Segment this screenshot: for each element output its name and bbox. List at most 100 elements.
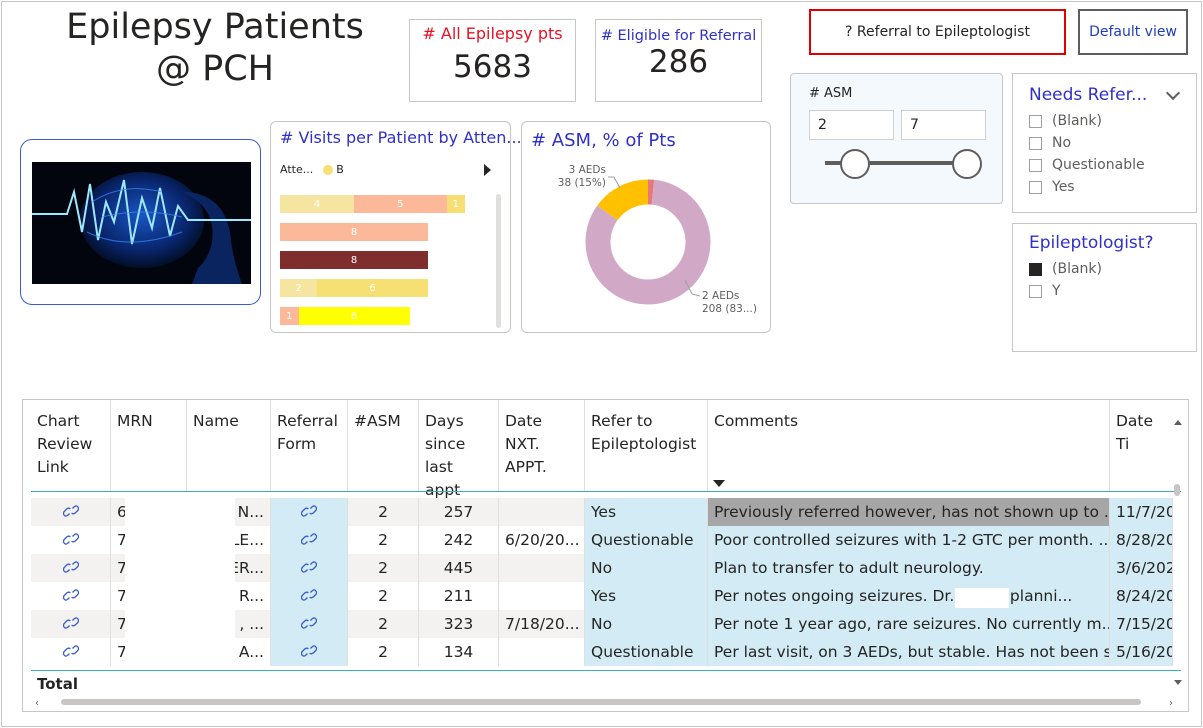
asm-donut-visual: # ASM, % of Pts 3 AEDs 38 (15%) 2 AEDs 208 …: [521, 121, 771, 333]
cell-date: 8/28/20: [1110, 526, 1173, 554]
asm-slider-min-handle[interactable]: [840, 149, 870, 179]
scroll-left-icon[interactable]: ‹: [35, 698, 39, 709]
visit-bar-segment[interactable]: 1: [280, 307, 299, 325]
cell-form[interactable]: [271, 610, 348, 638]
scroll-up-icon[interactable]: [1174, 420, 1182, 425]
redaction-box: [955, 588, 1009, 608]
cell-asm: 2: [348, 498, 419, 526]
asm-slicer: # ASM 2 7: [790, 73, 1003, 204]
column-header[interactable]: Referral Form: [271, 400, 348, 492]
needs-referral-option[interactable]: No: [1029, 135, 1071, 151]
link-icon[interactable]: [301, 533, 317, 545]
epileptologist-slicer: Epileptologist? (Blank) Y: [1012, 223, 1197, 352]
column-header[interactable]: Chart Review Link: [31, 400, 111, 492]
epileptologist-option[interactable]: (Blank): [1029, 261, 1102, 277]
sort-desc-icon[interactable]: [713, 480, 725, 487]
visit-bar-segment[interactable]: 6: [298, 307, 410, 325]
column-header[interactable]: Date Ti: [1116, 412, 1154, 453]
cell-next: 7/18/20...: [499, 610, 585, 638]
cell-form[interactable]: [271, 498, 348, 526]
cell-form[interactable]: [271, 554, 348, 582]
cell-link[interactable]: [31, 582, 111, 610]
link-icon[interactable]: [62, 617, 79, 629]
cell-form[interactable]: [271, 638, 348, 666]
cell-form[interactable]: [271, 582, 348, 610]
scroll-down-icon[interactable]: [1174, 680, 1182, 685]
checkbox-icon[interactable]: [1029, 158, 1042, 172]
link-icon[interactable]: [62, 533, 79, 545]
link-icon[interactable]: [301, 589, 317, 601]
link-icon[interactable]: [301, 617, 317, 629]
column-header[interactable]: Days since last appt: [419, 400, 499, 499]
checkbox-icon[interactable]: [1029, 136, 1042, 150]
cell-refer: Yes: [585, 498, 708, 526]
cell-link[interactable]: [31, 498, 111, 526]
link-icon[interactable]: [301, 505, 317, 517]
referral-button[interactable]: ? Referral to Epileptologist: [809, 9, 1066, 55]
link-icon[interactable]: [62, 589, 79, 601]
cell-date: 7/15/20: [1110, 610, 1173, 638]
hscroll-thumb[interactable]: [61, 699, 1141, 705]
table-hscroll[interactable]: ‹ ›: [31, 696, 1181, 709]
column-header[interactable]: Comments: [708, 400, 1110, 492]
cell-date: 5/16/20: [1110, 638, 1173, 666]
visit-bar-segment[interactable]: 4: [280, 195, 354, 213]
donut-slice[interactable]: [585, 179, 711, 305]
cell-days: 445: [419, 554, 499, 582]
table-body: 6 N... 2 257 Yes Previously referred however,…: [31, 498, 1181, 668]
asm-min-input[interactable]: 2: [809, 110, 894, 140]
table-row[interactable]: 6 N... 2 257 Yes Previously referred however,…: [31, 498, 1181, 526]
table-row[interactable]: 7 A... 2 134 Questionable Per last visit, on …: [31, 638, 1181, 666]
visits-scrollbar[interactable]: [496, 194, 501, 328]
checkbox-icon[interactable]: [1029, 180, 1042, 194]
link-icon[interactable]: [301, 645, 317, 657]
link-icon[interactable]: [62, 645, 79, 657]
vscroll-thumb[interactable]: [1174, 484, 1180, 496]
donut-label: 3 AEDs: [569, 164, 606, 176]
cell-link[interactable]: [31, 610, 111, 638]
visit-bar-segment[interactable]: 1: [446, 195, 465, 213]
needs-referral-option[interactable]: Questionable: [1029, 157, 1145, 173]
cell-link[interactable]: [31, 526, 111, 554]
cell-refer: No: [585, 610, 708, 638]
cell-days: 323: [419, 610, 499, 638]
column-header[interactable]: Name: [187, 400, 271, 492]
column-header[interactable]: Date NXT. APPT.: [499, 400, 585, 492]
table-vscroll[interactable]: [1172, 420, 1182, 685]
column-header[interactable]: Refer to Epileptologist: [585, 400, 708, 492]
cell-link[interactable]: [31, 554, 111, 582]
column-header[interactable]: #ASM: [348, 400, 419, 492]
epileptologist-option[interactable]: Y: [1029, 283, 1061, 299]
visit-bar-segment[interactable]: 5: [354, 195, 447, 213]
option-label: Questionable: [1052, 157, 1145, 173]
chevron-down-icon[interactable]: [1165, 85, 1181, 101]
visit-bar-segment[interactable]: 2: [280, 279, 317, 297]
cell-link[interactable]: [31, 638, 111, 666]
link-icon[interactable]: [62, 505, 79, 517]
table-row[interactable]: 7 R... 2 211 Yes Per notes ongoing seizures. …: [31, 582, 1181, 610]
asm-slider-max-handle[interactable]: [952, 149, 982, 179]
table-row[interactable]: 7 LE... 2 242 6/20/20... Questionable Poor con…: [31, 526, 1181, 554]
legend-next-icon[interactable]: [484, 164, 491, 176]
asm-max-input[interactable]: 7: [901, 110, 986, 140]
needs-referral-option[interactable]: Yes: [1029, 179, 1075, 195]
default-view-button[interactable]: Default view: [1078, 9, 1188, 55]
asm-max-value: 7: [910, 117, 919, 133]
needs-referral-option[interactable]: (Blank): [1029, 113, 1102, 129]
column-header[interactable]: MRN: [111, 400, 187, 492]
cell-next: [499, 554, 585, 582]
checkbox-icon[interactable]: [1029, 114, 1042, 128]
cell-form[interactable]: [271, 526, 348, 554]
visit-bar-segment[interactable]: 8: [280, 251, 428, 269]
visit-bar-segment[interactable]: 6: [317, 279, 428, 297]
scroll-right-icon[interactable]: ›: [1169, 698, 1173, 709]
default-view-label: Default view: [1089, 24, 1177, 40]
asm-slicer-title: # ASM: [809, 86, 853, 101]
visit-bar-segment[interactable]: 8: [280, 223, 428, 241]
checkbox-icon[interactable]: [1029, 262, 1042, 276]
link-icon[interactable]: [301, 561, 317, 573]
checkbox-icon[interactable]: [1029, 284, 1042, 298]
donut-slice[interactable]: [585, 179, 711, 305]
link-icon[interactable]: [62, 561, 79, 573]
cell-refer: Questionable: [585, 526, 708, 554]
